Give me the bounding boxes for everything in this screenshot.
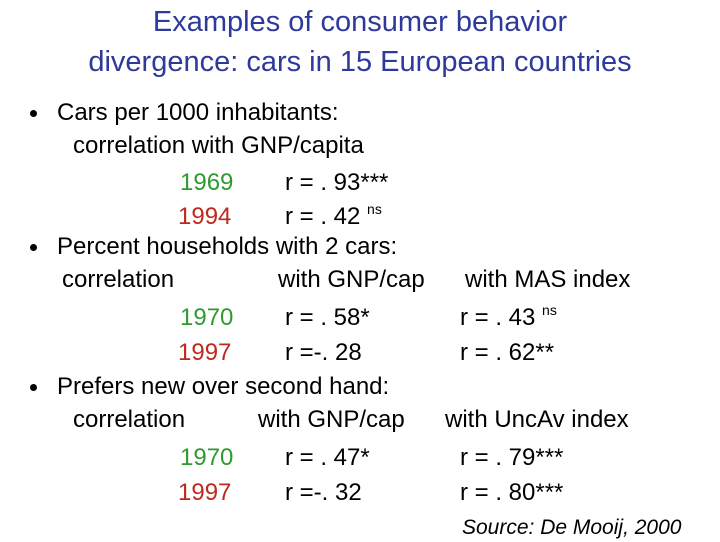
bullet-text: Cars per 1000 inhabitants:	[57, 99, 339, 126]
bullet-text: Percent households with 2 cars:	[57, 233, 398, 260]
correlation-value: r = . 42	[285, 203, 361, 230]
correlation: r = . 62**	[460, 339, 555, 366]
column-header: with UncAv index	[445, 406, 629, 433]
column-header: with GNP/cap	[278, 266, 425, 293]
bullet-text: Prefers new over second hand:	[57, 373, 390, 400]
year: 1997	[178, 339, 232, 366]
column-header: with GNP/cap	[258, 406, 405, 433]
column-header: correlation	[62, 266, 175, 293]
correlation-value: r = . 43	[460, 304, 536, 331]
correlation: r =-. 28	[285, 339, 362, 366]
bullet-dot	[30, 244, 37, 251]
correlation: r = . 42 ns	[285, 201, 382, 231]
bullet-dot	[30, 384, 37, 391]
year: 1970	[180, 304, 234, 331]
bullet-dot	[30, 110, 37, 117]
year: 1997	[178, 479, 232, 506]
correlation: r = . 58*	[285, 304, 370, 331]
column-header: with MAS index	[465, 266, 631, 293]
title-line: divergence: cars in 15 European countrie…	[88, 46, 632, 78]
significance: ns	[542, 302, 557, 318]
correlation: r = . 93***	[285, 169, 389, 196]
correlation: r = . 79***	[460, 444, 564, 471]
correlation: r =-. 32	[285, 479, 362, 506]
column-header: correlation with GNP/capita	[73, 132, 364, 159]
correlation: r = . 43 ns	[460, 302, 557, 332]
correlation: r = . 80***	[460, 479, 564, 506]
significance: ns	[367, 201, 382, 217]
year: 1969	[180, 169, 234, 196]
year: 1970	[180, 444, 234, 471]
title-line: Examples of consumer behavior	[152, 6, 568, 38]
source: Source: De Mooij, 2000	[462, 516, 682, 539]
column-header: correlation	[73, 406, 186, 433]
year: 1994	[178, 203, 232, 230]
correlation: r = . 47*	[285, 444, 370, 471]
